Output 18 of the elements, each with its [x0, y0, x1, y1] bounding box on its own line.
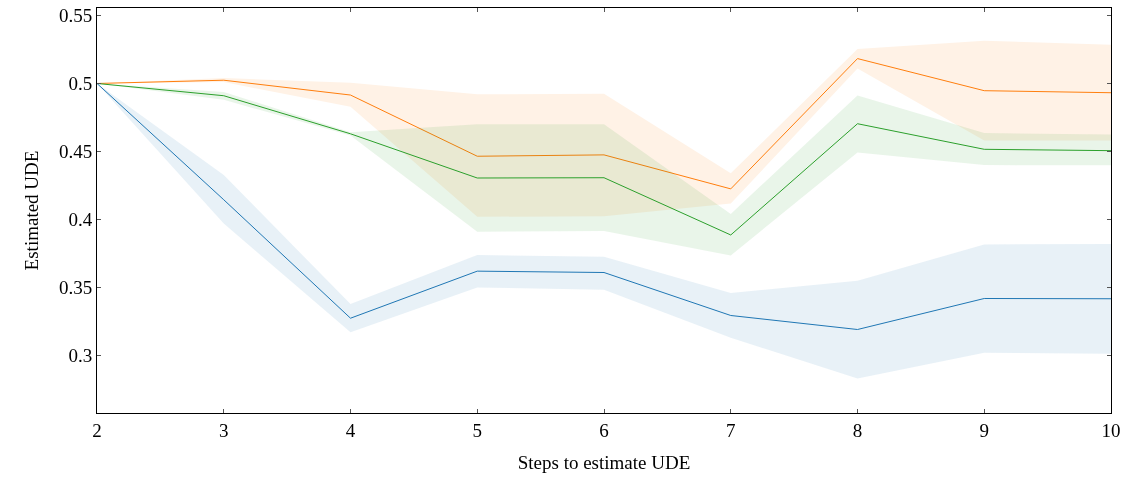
y-tick-label: 0.35 — [58, 277, 93, 299]
x-tick-label: 4 — [345, 419, 356, 441]
x-tick-label: 5 — [472, 419, 482, 441]
x-axis-title: Steps to estimate UDE — [517, 451, 691, 473]
x-tick-label: 3 — [219, 419, 229, 441]
y-tick-label: 0.5 — [68, 73, 93, 95]
y-tick-label: 0.45 — [58, 141, 93, 163]
x-tick-label: 6 — [599, 419, 609, 441]
y-axis-title: Estimated UDE — [20, 150, 42, 271]
x-tick-label: 2 — [92, 419, 102, 441]
y-tick-label: 0.55 — [58, 5, 93, 27]
x-tick-label: 8 — [852, 419, 863, 441]
x-tick-label: 7 — [726, 419, 736, 441]
y-tick-label: 0.4 — [68, 209, 93, 231]
x-tick-label: 9 — [979, 419, 989, 441]
y-tick-label: 0.3 — [68, 345, 93, 367]
x-tick-label: 10 — [1101, 419, 1121, 441]
line-series — [97, 82, 1111, 330]
